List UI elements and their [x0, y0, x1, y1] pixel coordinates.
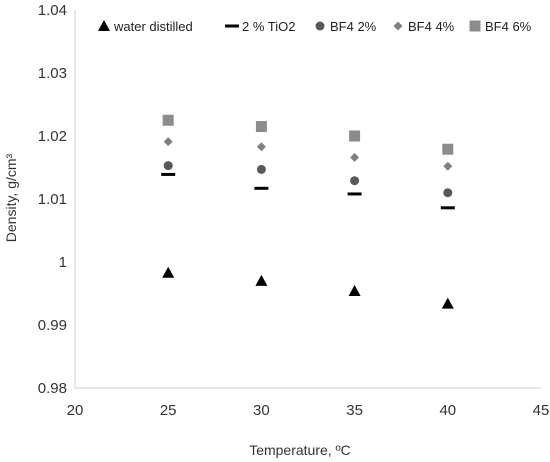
data-point-triangle [255, 274, 268, 286]
series-triangle [162, 266, 454, 309]
y-tick-label: 1.02 [38, 128, 67, 145]
x-tick-label: 45 [533, 402, 550, 419]
legend: water distilled 2 % TiO2 BF4 2% BF4 4% BF4 6… [98, 19, 532, 34]
x-axis: 20 25 30 35 40 45 [67, 402, 550, 419]
y-tick-label: 0.98 [38, 380, 67, 397]
data-point-triangle [162, 266, 175, 278]
data-point-circle [163, 161, 173, 171]
y-tick-label: 1.03 [38, 65, 67, 82]
series-diamond [163, 137, 453, 171]
legend-marker-circle [315, 21, 325, 31]
y-tick-label: 0.99 [38, 317, 67, 334]
data-point-dash [347, 192, 362, 196]
legend-marker-dash [225, 24, 239, 28]
x-tick-label: 25 [160, 402, 177, 419]
data-point-diamond [256, 142, 266, 152]
data-point-circle [256, 164, 266, 174]
y-tick-label: 1 [59, 254, 67, 271]
legend-label: BF4 6% [485, 19, 532, 34]
x-axis-title: Temperature, ºC [249, 442, 351, 458]
data-point-dash [161, 172, 176, 176]
legend-marker-triangle [98, 20, 110, 31]
series-layer [161, 114, 455, 309]
data-point-circle [443, 188, 453, 198]
data-point-diamond [350, 152, 360, 162]
y-tick-label: 1.01 [38, 191, 67, 208]
y-axis: 0.98 0.99 1 1.01 1.02 1.03 1.04 [38, 2, 67, 397]
legend-label: BF4 2% [330, 19, 377, 34]
legend-label: BF4 4% [408, 19, 455, 34]
data-point-diamond [443, 161, 453, 171]
data-point-dash [440, 206, 455, 210]
y-axis-title: Density, g/cm³ [3, 153, 19, 242]
x-tick-label: 40 [439, 402, 456, 419]
series-circle [163, 161, 453, 198]
data-point-square [162, 114, 174, 126]
data-point-circle [350, 176, 360, 186]
data-point-triangle [348, 284, 361, 296]
legend-marker-square [469, 20, 481, 32]
plot-frame [74, 10, 541, 389]
data-point-triangle [441, 297, 454, 309]
x-tick-label: 35 [346, 402, 363, 419]
legend-label: water distilled [113, 19, 193, 34]
y-tick-label: 1.04 [38, 2, 67, 19]
x-tick-label: 20 [67, 402, 84, 419]
data-point-square [255, 121, 267, 133]
series-dash [161, 172, 455, 210]
data-point-diamond [163, 137, 173, 147]
data-point-square [349, 130, 361, 142]
series-square [162, 114, 454, 155]
legend-label: 2 % TiO2 [242, 19, 295, 34]
data-point-dash [254, 186, 269, 190]
data-point-square [442, 143, 454, 155]
legend-marker-diamond [393, 21, 403, 31]
x-tick-label: 30 [253, 402, 270, 419]
